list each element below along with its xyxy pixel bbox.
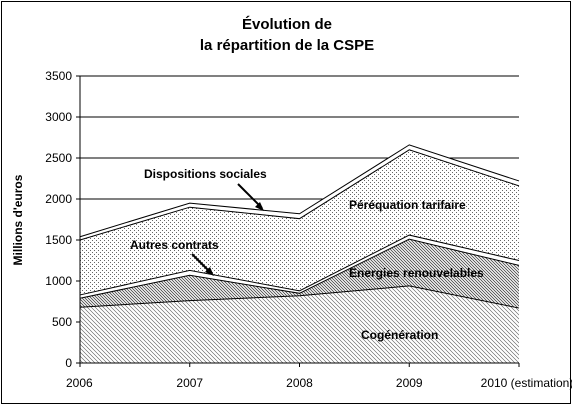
boundary-cog-n-ration bbox=[79, 285, 520, 309]
label-autres-contrats: Autres contrats bbox=[130, 238, 219, 252]
boundary-energies-renouvelables bbox=[79, 238, 520, 299]
label-energies-renouvelables: Energies renouvelables bbox=[349, 266, 484, 280]
y-tick-label-1500: 1500 bbox=[45, 233, 72, 247]
y-tick-label-3000: 3000 bbox=[45, 110, 72, 124]
area-energies-renouvelables bbox=[80, 239, 519, 309]
label-cogeneration: Cogénération bbox=[361, 328, 438, 342]
y-tick-label-2000: 2000 bbox=[45, 192, 72, 206]
y-axis-label: Millions d'euros bbox=[11, 174, 25, 265]
x-tick-label-3: 2009 bbox=[396, 376, 423, 390]
area-p-r-quation-tarifaire bbox=[80, 149, 519, 295]
x-tick-label-4: 2010 (estimation) bbox=[481, 376, 572, 390]
y-tick-label-3500: 3500 bbox=[45, 69, 72, 83]
x-tick-label-2: 2008 bbox=[286, 376, 313, 390]
boundary-p-r-quation-tarifaire bbox=[79, 149, 520, 241]
chart-title: Évolution de bbox=[242, 16, 332, 33]
y-tick-label-500: 500 bbox=[52, 315, 72, 329]
y-tick-label-1000: 1000 bbox=[45, 274, 72, 288]
boundary-dispositions-sociales bbox=[79, 144, 520, 238]
x-tick-label-1: 2007 bbox=[176, 376, 203, 390]
area-cog-n-ration bbox=[80, 285, 519, 363]
tick-labels: 0 500 1000 1500 2000 2500 3000 3500 2006 2007 2008… bbox=[45, 69, 572, 390]
x-tick-label-0: 2006 bbox=[66, 376, 93, 390]
arrow-dispositions-sociales-head bbox=[255, 202, 264, 211]
boundary-autres-contrats bbox=[79, 234, 520, 296]
label-perequation-tarifaire: Péréquation tarifaire bbox=[349, 198, 466, 212]
y-tick-label-2500: 2500 bbox=[45, 151, 72, 165]
axes bbox=[76, 75, 520, 367]
label-dispositions-sociales: Dispositions sociales bbox=[144, 167, 267, 181]
annotations: Dispositions sociales Autres contrats Pé… bbox=[130, 167, 484, 342]
area-series bbox=[79, 144, 520, 363]
arrow-autres-contrats-head bbox=[205, 267, 214, 276]
y-tick-label-0: 0 bbox=[65, 356, 72, 370]
chart-subtitle: la répartition de la CSPE bbox=[200, 37, 374, 54]
